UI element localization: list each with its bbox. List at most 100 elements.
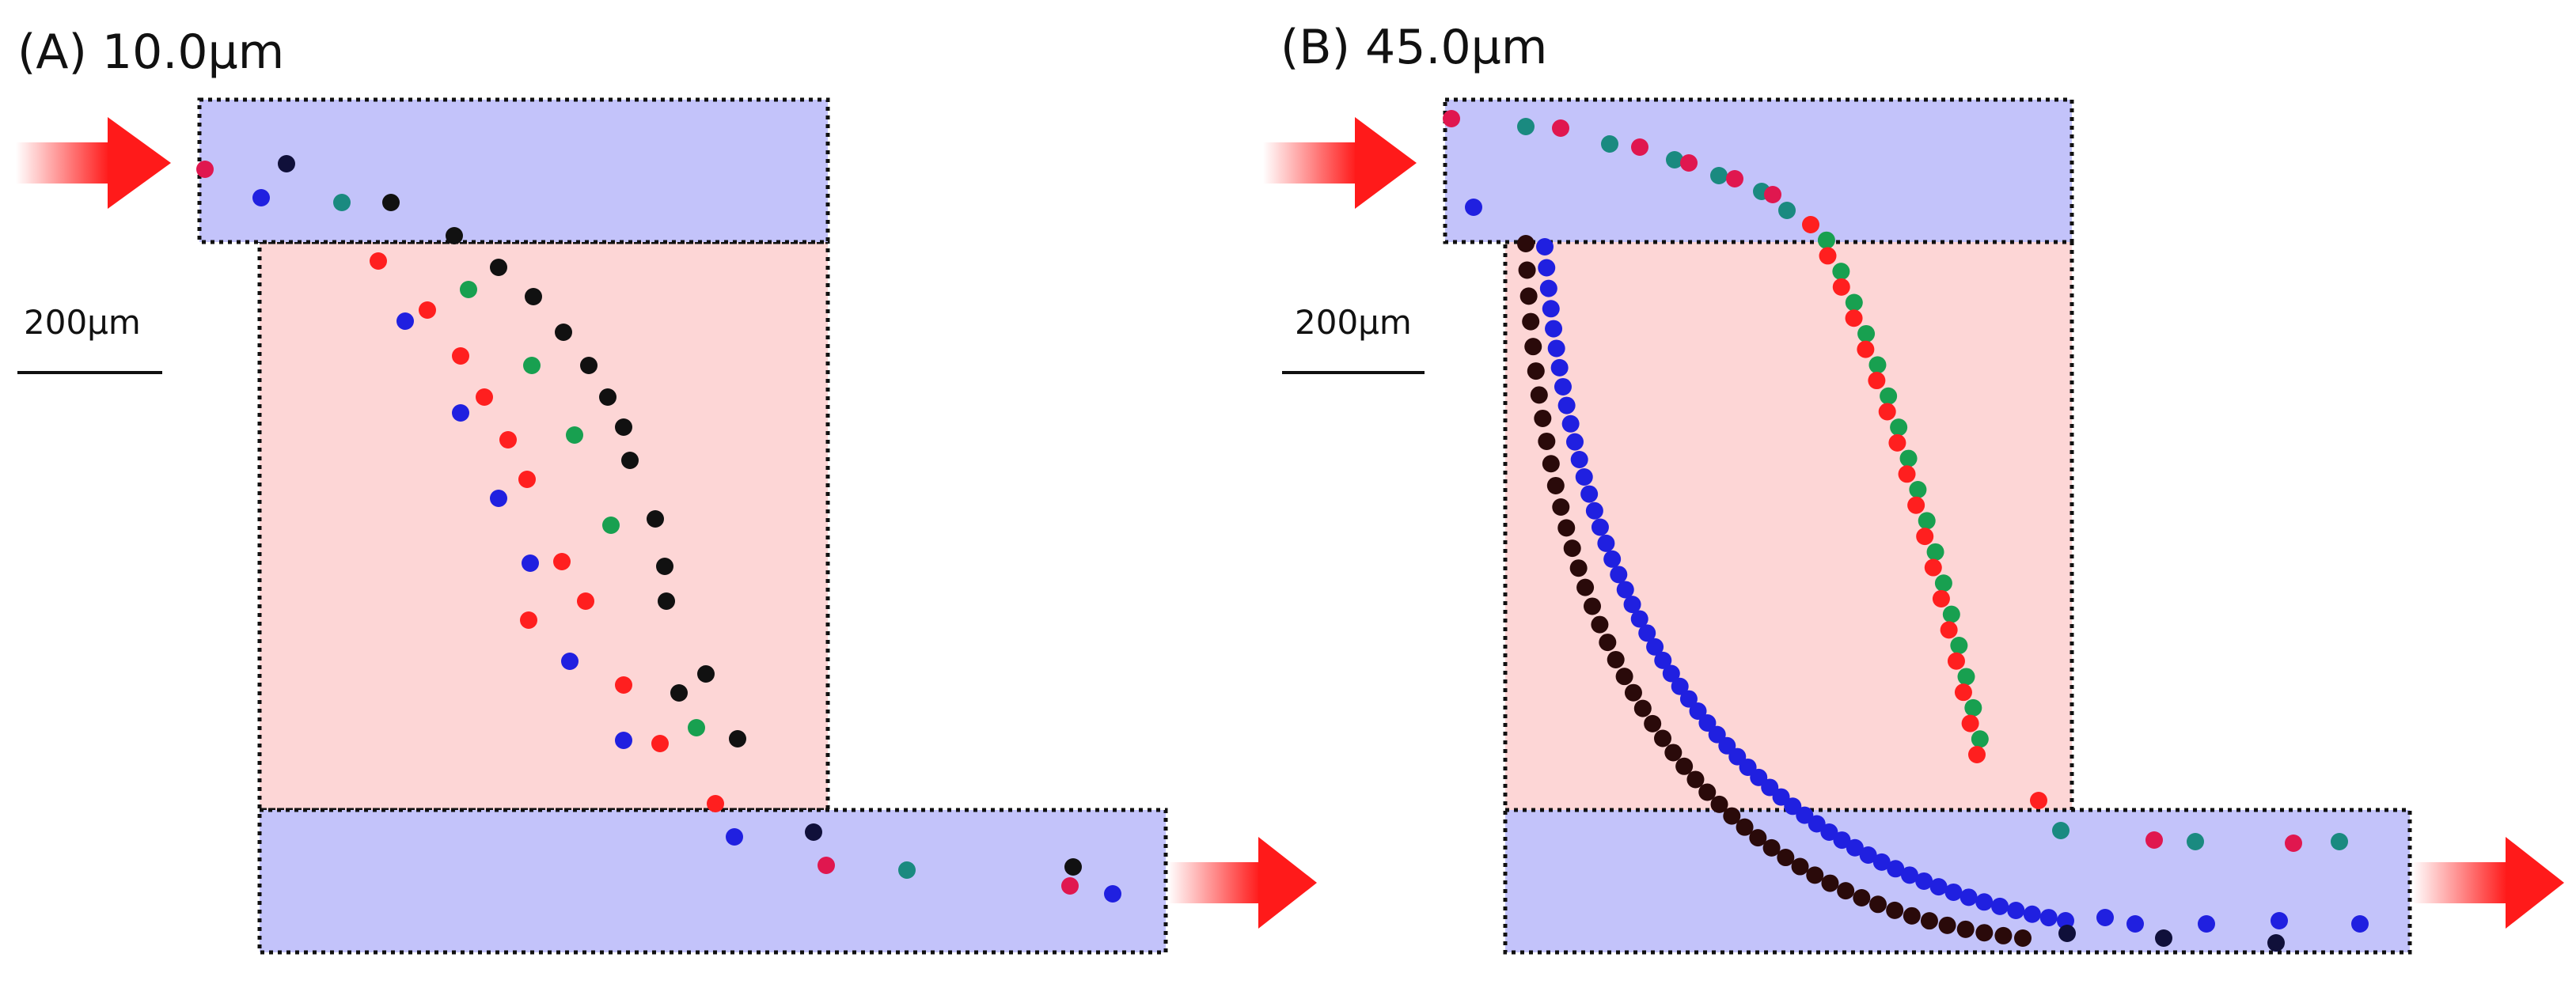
particle: [1708, 725, 1726, 744]
particle: [1802, 216, 1819, 233]
particle: [1880, 387, 1898, 405]
particle: [1646, 638, 1664, 656]
inlet-arrow-shaft: [1263, 142, 1356, 184]
particle: [1536, 238, 1554, 255]
particle: [1934, 574, 1952, 592]
particle: [1819, 247, 1837, 265]
particle: [1833, 831, 1851, 850]
particle: [1517, 118, 1535, 135]
particle: [1534, 409, 1552, 427]
panel-b-outlet-arrow: [2412, 837, 2564, 929]
particle: [1806, 866, 1824, 884]
particle: [1728, 747, 1747, 766]
particle: [1633, 699, 1652, 717]
particle: [1820, 823, 1838, 841]
particle: [1624, 683, 1642, 702]
particle: [1623, 596, 1641, 614]
particle: [621, 452, 639, 469]
particle: [1570, 451, 1588, 469]
particle: [1686, 770, 1705, 789]
particle: [525, 288, 542, 305]
particle: [1888, 433, 1906, 452]
particle: [490, 259, 507, 276]
particle: [452, 404, 469, 422]
particle: [1926, 543, 1944, 561]
particle: [2271, 912, 2288, 929]
particle: [1546, 476, 1565, 494]
panel-b-scale-label: 200μm: [1295, 303, 1412, 342]
particle: [2007, 902, 2025, 920]
particle: [1859, 846, 1877, 865]
particle: [1538, 259, 1556, 277]
panel-b: (B) 45.0μm 200μm: [1263, 20, 2564, 955]
particle: [1580, 485, 1599, 503]
particle: [1909, 481, 1927, 498]
particle: [1569, 559, 1588, 577]
particle: [382, 194, 400, 211]
panel-a-inlet-channel: [197, 97, 830, 244]
particle: [1552, 119, 1569, 137]
particle: [1710, 167, 1728, 184]
particle: [1680, 154, 1698, 172]
inlet-arrow-head: [1355, 117, 1417, 209]
particle: [1915, 872, 1933, 890]
particle: [1924, 558, 1942, 577]
outlet-arrow-shaft: [1168, 862, 1260, 903]
particle: [1524, 338, 1542, 356]
particle: [1517, 235, 1535, 252]
particle: [1961, 714, 1979, 732]
particle: [1061, 877, 1079, 895]
particle: [1518, 261, 1536, 279]
particle: [1957, 668, 1975, 686]
particle: [1832, 263, 1850, 281]
particle: [2057, 912, 2074, 929]
particle: [1964, 698, 1982, 717]
particle: [1664, 744, 1683, 762]
particle: [490, 490, 507, 507]
particle: [1784, 797, 1802, 816]
particle: [1584, 597, 1601, 615]
particle: [1869, 895, 1887, 914]
particle: [1900, 866, 1918, 884]
particle: [1591, 615, 1609, 634]
particle: [1898, 465, 1916, 483]
particle: [1575, 468, 1593, 486]
particle: [2198, 915, 2215, 933]
particle: [1557, 396, 1576, 414]
particle: [1616, 581, 1634, 599]
particle: [1837, 882, 1855, 900]
particle: [520, 611, 537, 629]
particle: [1956, 920, 1975, 938]
particle: [2058, 925, 2076, 942]
particle: [2145, 831, 2163, 849]
particle: [460, 281, 477, 298]
particle: [1938, 916, 1956, 934]
particle: [1940, 621, 1958, 639]
particle: [580, 357, 598, 374]
particle: [1530, 386, 1548, 404]
particle: [1796, 806, 1814, 824]
panel-a-scale-bar: 200μm: [17, 303, 162, 374]
particle: [1710, 795, 1728, 813]
particle: [697, 665, 715, 683]
particle: [1886, 901, 1904, 919]
particle: [518, 471, 536, 488]
particle: [1601, 135, 1618, 153]
particle: [1599, 634, 1617, 652]
particle: [1585, 501, 1603, 520]
particle: [1591, 518, 1609, 536]
panel-b-title: (B) 45.0μm: [1280, 20, 1547, 75]
particle: [1899, 449, 1918, 467]
particle: [1857, 340, 1875, 358]
particle: [577, 592, 594, 610]
particle: [1845, 293, 1863, 312]
particle: [2039, 909, 2058, 927]
particle: [2023, 905, 2041, 923]
particle: [1550, 358, 1569, 377]
panel-b-chamber: [1503, 240, 2074, 812]
particle: [2096, 909, 2114, 926]
particle: [1726, 170, 1743, 187]
particle: [1968, 746, 1986, 763]
particle: [1545, 320, 1563, 338]
